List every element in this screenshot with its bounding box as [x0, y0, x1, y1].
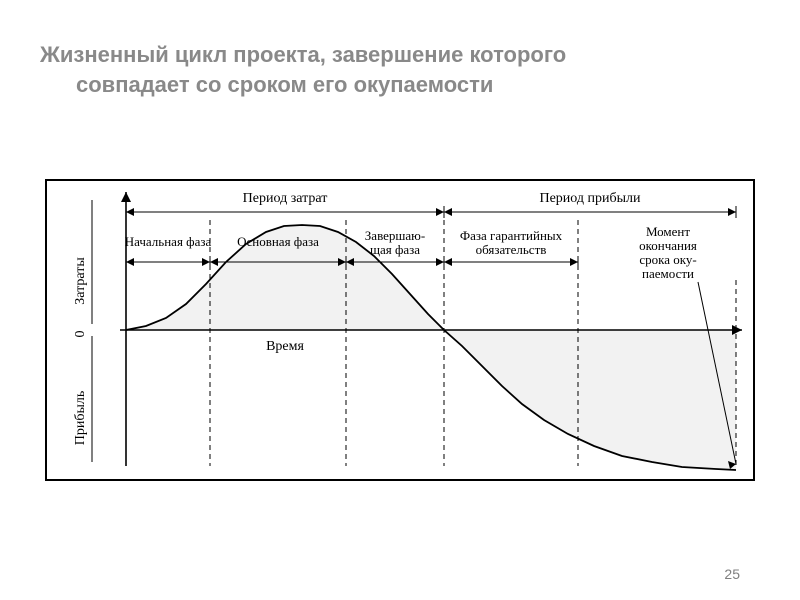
svg-text:паемости: паемости	[642, 266, 694, 281]
slide-title: Жизненный цикл проекта, завершение котор…	[40, 40, 720, 99]
lifecycle-diagram: Период затрат Период прибыли Начальная фаз…	[36, 170, 764, 510]
svg-text:Прибыль: Прибыль	[73, 391, 88, 446]
svg-text:Затраты: Затраты	[73, 257, 88, 305]
svg-text:щая фаза: щая фаза	[370, 242, 420, 257]
svg-text:0: 0	[73, 331, 88, 338]
svg-text:Завершаю-: Завершаю-	[365, 228, 425, 243]
title-line-2: совпадает со сроком его окупаемости	[76, 70, 720, 100]
svg-text:обязательств: обязательств	[476, 242, 547, 257]
svg-text:Начальная фаза: Начальная фаза	[125, 234, 212, 249]
svg-text:Период прибыли: Период прибыли	[539, 191, 641, 206]
page-number: 25	[724, 566, 740, 582]
svg-text:Основная фаза: Основная фаза	[237, 234, 319, 249]
title-line-1: Жизненный цикл проекта, завершение котор…	[40, 42, 566, 67]
svg-text:Фаза гарантийных: Фаза гарантийных	[460, 228, 563, 243]
svg-text:Момент: Момент	[646, 224, 690, 239]
svg-text:окончания: окончания	[639, 238, 697, 253]
svg-text:Период затрат: Период затрат	[243, 191, 328, 206]
svg-text:срока оку-: срока оку-	[639, 252, 696, 267]
diagram-svg: Период затрат Период прибыли Начальная фаз…	[36, 170, 764, 510]
svg-text:Время: Время	[266, 339, 304, 354]
